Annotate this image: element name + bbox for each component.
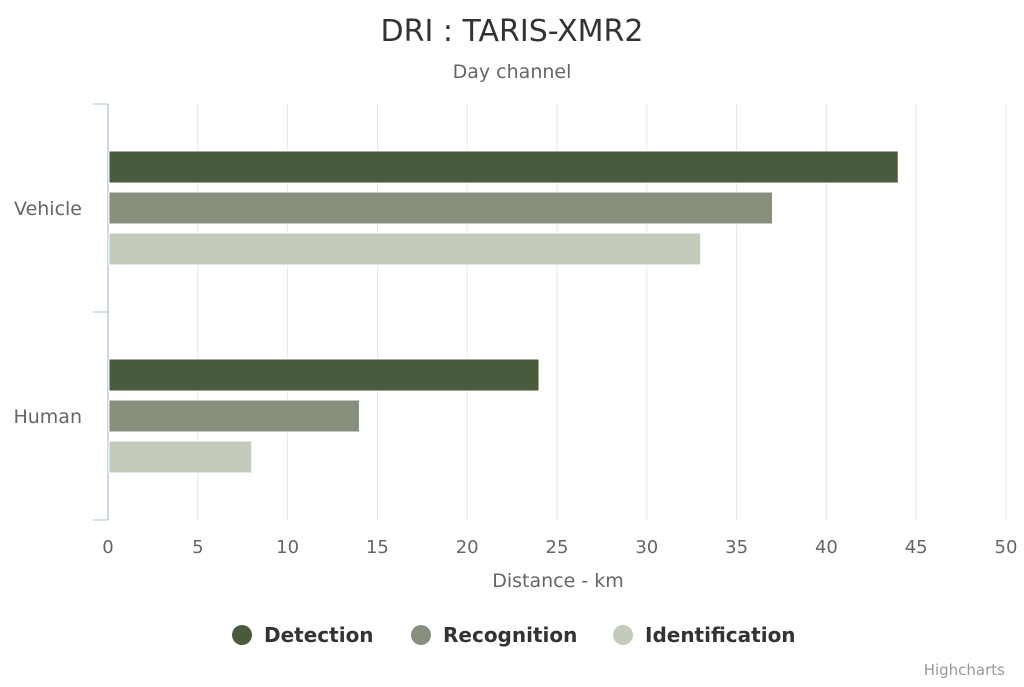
legend-item-detection[interactable]: Detection (232, 623, 374, 647)
x-tick-label: 15 (366, 537, 389, 558)
x-tick-label: 0 (102, 537, 113, 558)
bar-detection-human[interactable] (108, 358, 540, 392)
x-tick-label: 20 (456, 537, 479, 558)
legend-marker-icon (411, 625, 431, 645)
legend[interactable]: Detection Recognition Identification (232, 623, 796, 647)
bar-identification-human[interactable] (108, 440, 253, 474)
legend-label: Detection (264, 623, 374, 647)
x-tick-labels: 0 5 10 15 20 25 30 35 40 45 50 (102, 537, 1017, 558)
x-tick-label: 45 (905, 537, 928, 558)
chart-subtitle: Day channel (453, 61, 572, 83)
chart-title: DRI : TARIS-XMR2 (381, 14, 644, 49)
legend-item-identification[interactable]: Identification (613, 623, 796, 647)
category-label: Vehicle (14, 198, 82, 220)
category-axis (93, 103, 109, 521)
bars (108, 150, 899, 474)
x-tick-label: 5 (192, 537, 203, 558)
legend-marker-icon (232, 625, 252, 645)
bar-detection-vehicle[interactable] (108, 150, 899, 184)
bar-identification-vehicle[interactable] (108, 232, 702, 266)
credits-link[interactable]: Highcharts (924, 661, 1005, 679)
legend-marker-icon (613, 625, 633, 645)
bar-recognition-vehicle[interactable] (108, 191, 774, 225)
x-tick-label: 25 (546, 537, 569, 558)
legend-label: Recognition (443, 623, 577, 647)
x-tick-label: 50 (995, 537, 1018, 558)
category-labels: Vehicle Human (13, 198, 82, 428)
x-tick-label: 10 (276, 537, 299, 558)
legend-label: Identification (645, 623, 796, 647)
bar-recognition-human[interactable] (108, 399, 360, 433)
x-axis-title: Distance - km (492, 570, 624, 592)
x-tick-label: 30 (635, 537, 658, 558)
x-tick-label: 40 (815, 537, 838, 558)
x-tick-label: 35 (725, 537, 748, 558)
legend-item-recognition[interactable]: Recognition (411, 623, 577, 647)
category-label: Human (13, 406, 82, 428)
